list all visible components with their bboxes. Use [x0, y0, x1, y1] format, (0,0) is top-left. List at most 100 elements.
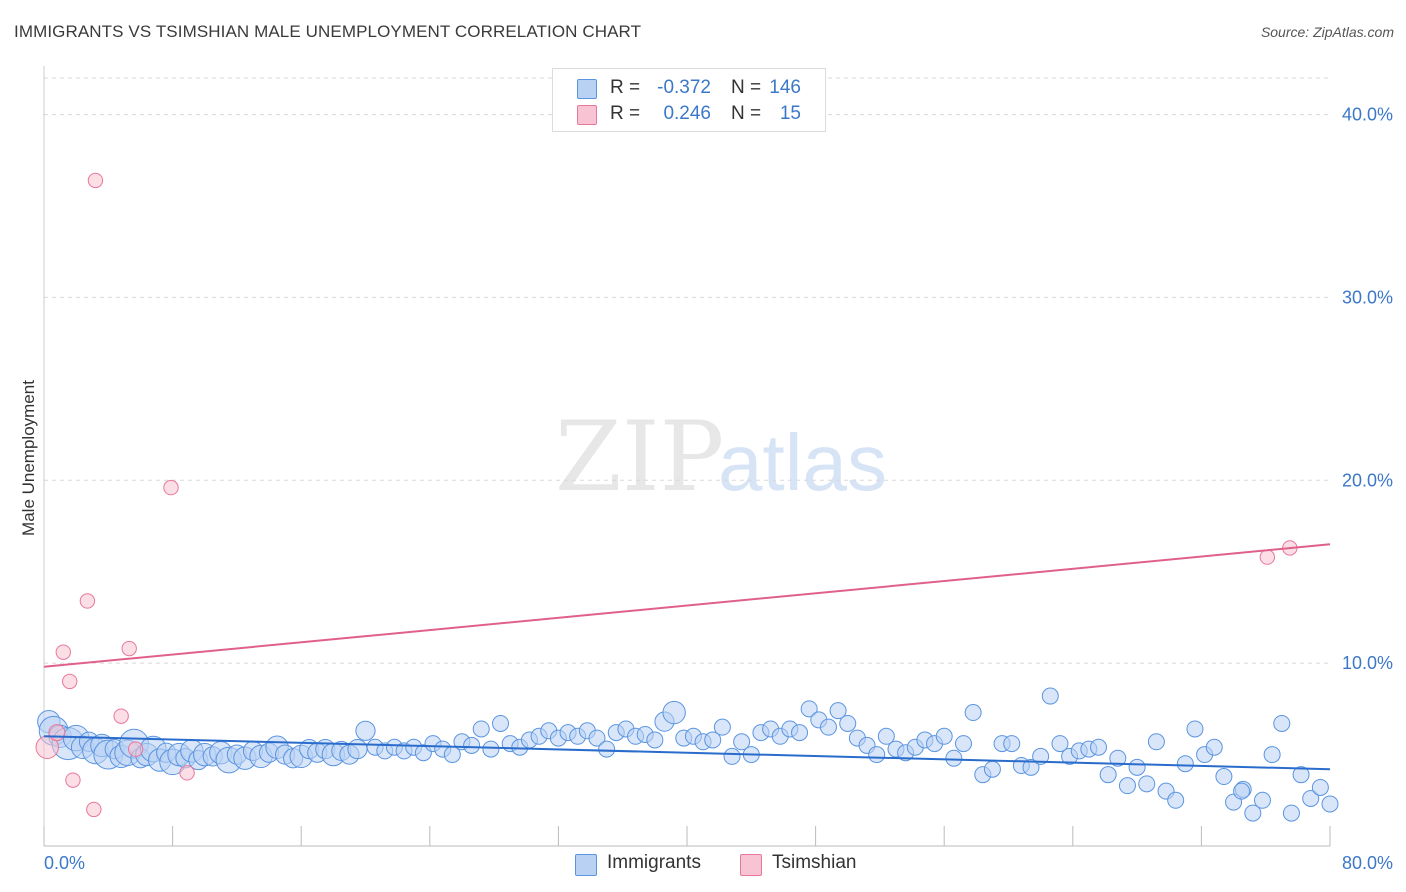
point-immigrants: [662, 700, 686, 725]
point-tsimshian: [86, 801, 102, 818]
point-immigrants: [877, 727, 895, 745]
point-immigrants: [1176, 755, 1194, 773]
point-immigrants: [463, 736, 481, 754]
point-tsimshian: [127, 741, 144, 757]
point-immigrants: [1041, 687, 1059, 705]
tick-labels: 10.0% 20.0% 30.0% 40.0% 0.0% 80.0%: [44, 105, 1393, 873]
source-label: Source: ZipAtlas.com: [1260, 24, 1394, 40]
point-immigrants: [1118, 777, 1136, 795]
point-immigrants: [482, 740, 500, 758]
point-immigrants: [1003, 735, 1021, 753]
legend-label-tsimshian: Tsimshian: [772, 852, 857, 873]
correlation-legend: R = -0.372 N = 146 R = 0.246 N = 15: [552, 68, 826, 132]
trend-line-tsimshian: [43, 543, 1331, 668]
point-immigrants: [1167, 791, 1185, 809]
point-immigrants: [1138, 775, 1156, 793]
point-immigrants: [598, 740, 616, 758]
point-tsimshian: [65, 772, 81, 788]
point-tsimshian: [1259, 549, 1276, 565]
x-tick-label: 80.0%: [1342, 853, 1393, 873]
point-immigrants: [646, 731, 664, 749]
point-immigrants: [1022, 758, 1040, 776]
point-immigrants: [829, 702, 847, 720]
point-immigrants: [355, 720, 376, 741]
point-immigrants: [791, 724, 809, 742]
legend-r-label: R =: [610, 103, 641, 124]
point-tsimshian: [87, 172, 104, 189]
point-immigrants: [1263, 746, 1281, 764]
series-immigrants: [37, 687, 1339, 822]
point-immigrants: [733, 733, 751, 751]
legend-swatch-immigrants: [575, 854, 597, 876]
point-immigrants: [1244, 804, 1262, 822]
grid-lines: [44, 77, 1330, 664]
legend-r-label: R =: [610, 77, 641, 98]
point-immigrants: [868, 746, 886, 764]
point-immigrants: [1205, 738, 1223, 756]
point-immigrants: [839, 714, 857, 732]
trend-lines: [43, 543, 1331, 771]
legend-swatch-tsimshian: [740, 854, 762, 876]
point-immigrants: [347, 738, 368, 760]
point-immigrants: [1282, 804, 1300, 822]
point-immigrants: [1215, 768, 1233, 786]
legend-n-label: N =: [731, 103, 762, 124]
point-immigrants: [1302, 789, 1320, 807]
point-immigrants: [1032, 747, 1050, 765]
point-immigrants: [1147, 733, 1165, 751]
legend-n-value: 15: [779, 103, 801, 124]
chart-title: IMMIGRANTS VS TSIMSHIAN MALE UNEMPLOYMEN…: [14, 22, 642, 41]
point-immigrants: [945, 749, 963, 767]
point-immigrants: [954, 735, 972, 753]
point-immigrants: [800, 700, 818, 718]
legend-swatch-immigrants: [577, 79, 597, 99]
legend-r-value: 0.246: [663, 103, 711, 124]
point-immigrants: [1233, 782, 1251, 800]
x-tick-label: 0.0%: [44, 853, 85, 873]
series-tsimshian: [35, 172, 1298, 818]
point-tsimshian: [55, 644, 71, 660]
legend-r-value: -0.372: [657, 77, 711, 98]
point-immigrants: [1253, 791, 1271, 809]
point-immigrants: [1051, 735, 1069, 753]
point-tsimshian: [48, 724, 66, 742]
point-immigrants: [723, 747, 741, 765]
point-tsimshian: [79, 593, 96, 609]
point-immigrants: [1186, 720, 1204, 738]
point-immigrants: [1109, 749, 1127, 767]
y-tick-label: 20.0%: [1342, 470, 1393, 490]
point-immigrants: [819, 718, 837, 736]
watermark-zip: ZIP: [555, 401, 724, 513]
y-tick-label: 40.0%: [1342, 105, 1393, 125]
point-immigrants: [1321, 795, 1339, 813]
point-tsimshian: [62, 673, 78, 690]
point-immigrants: [964, 704, 982, 722]
legend-row-tsimshian: R = 0.246 N = 15: [577, 102, 817, 128]
point-immigrants: [1099, 766, 1117, 784]
point-immigrants: [1292, 766, 1310, 784]
legend-n-label: N =: [731, 77, 762, 98]
point-immigrants: [472, 720, 490, 738]
watermark-atlas: atlas: [718, 418, 887, 507]
legend-n-value: 146: [769, 77, 801, 98]
point-tsimshian: [163, 479, 179, 496]
point-immigrants: [713, 718, 731, 736]
legend-row-immigrants: R = -0.372 N = 146: [577, 76, 817, 102]
point-immigrants: [492, 714, 510, 732]
point-immigrants: [1090, 738, 1108, 756]
legend-label-immigrants: Immigrants: [607, 852, 701, 873]
legend-swatch-tsimshian: [577, 105, 597, 125]
y-axis-label: Male Unemployment: [19, 380, 38, 536]
point-tsimshian: [179, 765, 195, 781]
series-legend: Immigrants Tsimshian: [0, 852, 1406, 878]
point-immigrants: [1128, 758, 1146, 776]
trend-line-immigrants: [43, 735, 1331, 771]
point-immigrants: [935, 727, 953, 745]
point-tsimshian: [121, 640, 137, 657]
y-tick-label: 10.0%: [1342, 653, 1393, 673]
point-immigrants: [704, 731, 722, 749]
point-immigrants: [1273, 714, 1291, 732]
y-tick-label: 30.0%: [1342, 287, 1393, 307]
point-immigrants: [983, 760, 1001, 778]
